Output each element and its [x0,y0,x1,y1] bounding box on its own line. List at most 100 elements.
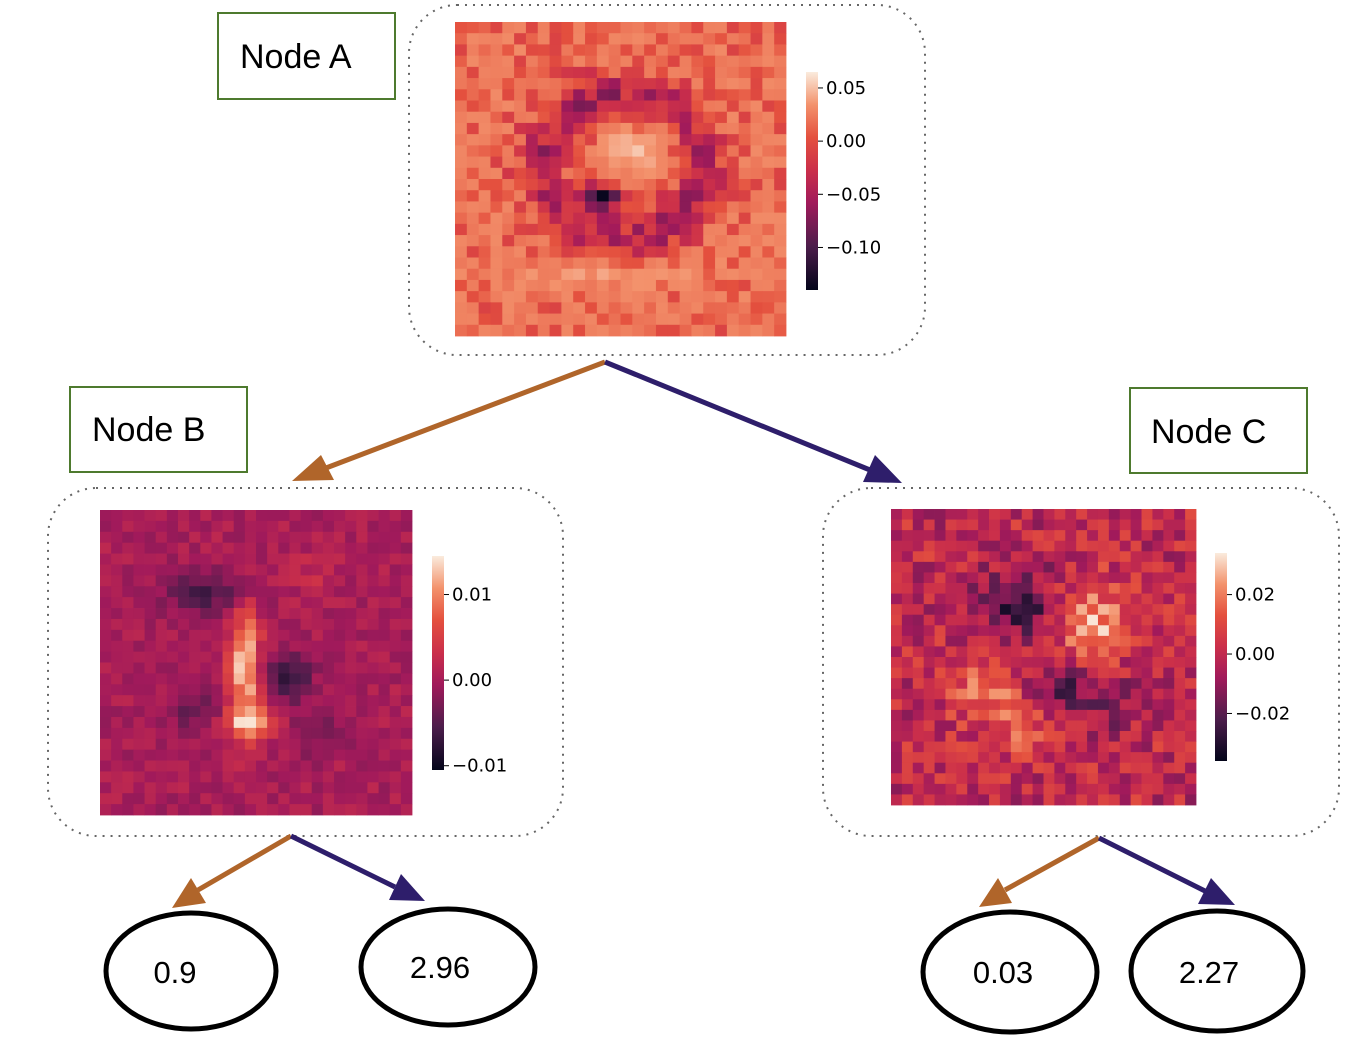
heatmap-cell [549,156,562,169]
heatmap-cell [166,793,179,805]
heatmap-cell [738,145,751,157]
heatmap-cell [691,111,704,124]
heatmap-cell [1087,519,1099,531]
heatmap-cell [1119,561,1132,573]
heatmap-cell [978,783,990,795]
heatmap-cell [632,66,645,79]
heatmap-cell [608,100,621,113]
heatmap-cell [738,167,751,180]
heatmap-cell [715,201,728,214]
heatmap-cell [455,55,468,68]
edge-c-to-leaf-4 [1097,835,1235,905]
heatmap-cell [211,640,223,652]
heatmap-cell [256,673,268,685]
heatmap-cell [502,257,515,270]
heatmap-cell [155,510,168,522]
heatmap-cell [1065,646,1077,658]
heatmap-cell [738,324,751,337]
heatmap-cell [632,302,645,314]
heatmap-cell [726,89,740,101]
heatmap-cell [144,782,157,794]
heatmap-cell [934,561,946,573]
heatmap-cell [100,760,112,772]
heatmap-cell [155,629,168,642]
heatmap-cell [912,646,925,658]
heatmap-cell [244,749,257,761]
heatmap-cell [133,640,145,652]
heatmap-cell [155,760,168,772]
heatmap-cell [133,553,145,565]
heatmap-cell [311,749,324,761]
heatmap-cell [455,268,468,281]
heatmap-cell [901,625,914,637]
heatmap-cell [762,89,775,101]
heatmap-cell [1174,593,1186,605]
heatmap-cell [334,597,346,609]
heatmap-cell [155,575,168,587]
heatmap-cell [389,618,402,631]
heatmap-cell [644,33,657,45]
heatmap-cell [956,657,968,668]
heatmap-cell [901,678,914,690]
heatmap-cell [1141,530,1153,542]
heatmap-cell [311,651,324,663]
heatmap-cell [345,662,357,674]
heatmap-cell [585,134,598,146]
heatmap-cell [967,635,979,647]
heatmap-cell [189,520,201,533]
heatmap-cell [978,509,990,520]
heatmap-cell [1108,540,1121,552]
heatmap-cell [367,804,379,816]
heatmap-cell [1097,709,1110,721]
heatmap-cell [1174,540,1186,552]
heatmap-cell [322,782,335,794]
heatmap-cell [691,167,704,180]
heatmap-cell [233,520,246,533]
heatmap-cell [514,100,527,113]
heatmap-cell [691,122,704,135]
heatmap-cell [1174,583,1186,594]
heatmap-cell [1130,614,1142,626]
heatmap-cell [300,651,313,663]
heatmap-cell [774,134,787,146]
heatmap-cell [1076,530,1088,542]
heatmap-cell [334,738,346,751]
heatmap-cell [632,134,645,146]
heatmap-cell [514,257,527,270]
heatmap-cell [1076,509,1088,520]
heatmap-cell [1032,509,1044,520]
heatmap-cell [122,575,134,587]
colorbar-gradient [432,556,444,770]
heatmap-cell [334,673,346,685]
heatmap-cell [144,618,157,631]
heatmap-cell [726,257,740,270]
heatmap-cell [322,531,335,544]
heatmap-cell [334,782,346,794]
heatmap-cell [1032,551,1044,563]
heatmap-cell [891,794,903,806]
edge-b-to-leaf-2 [289,833,425,901]
heatmap-cell [178,651,190,663]
heatmap-cell [244,727,257,740]
heatmap-cell [289,586,301,598]
heatmap-cell [1065,773,1077,785]
heatmap-cell [244,651,257,663]
heatmap-cell [999,614,1012,626]
heatmap-cell [620,167,633,180]
heatmap-cell [655,156,669,169]
heatmap-cell [525,246,539,258]
heatmap-cell [1152,752,1164,764]
heatmap-cell [978,646,990,658]
heatmap-cell [222,618,235,631]
heatmap-cell [1043,540,1055,552]
heatmap-cell [691,223,704,236]
heatmap-cell [100,618,112,631]
heatmap-cell [1174,530,1186,542]
heatmap-cell [549,235,562,247]
heatmap-cell [1130,540,1142,552]
heatmap-cell [726,78,740,90]
heatmap-cell [244,564,257,576]
heatmap-cell [1185,604,1197,616]
heatmap-cell [166,640,179,652]
heatmap-cell [1152,699,1164,711]
